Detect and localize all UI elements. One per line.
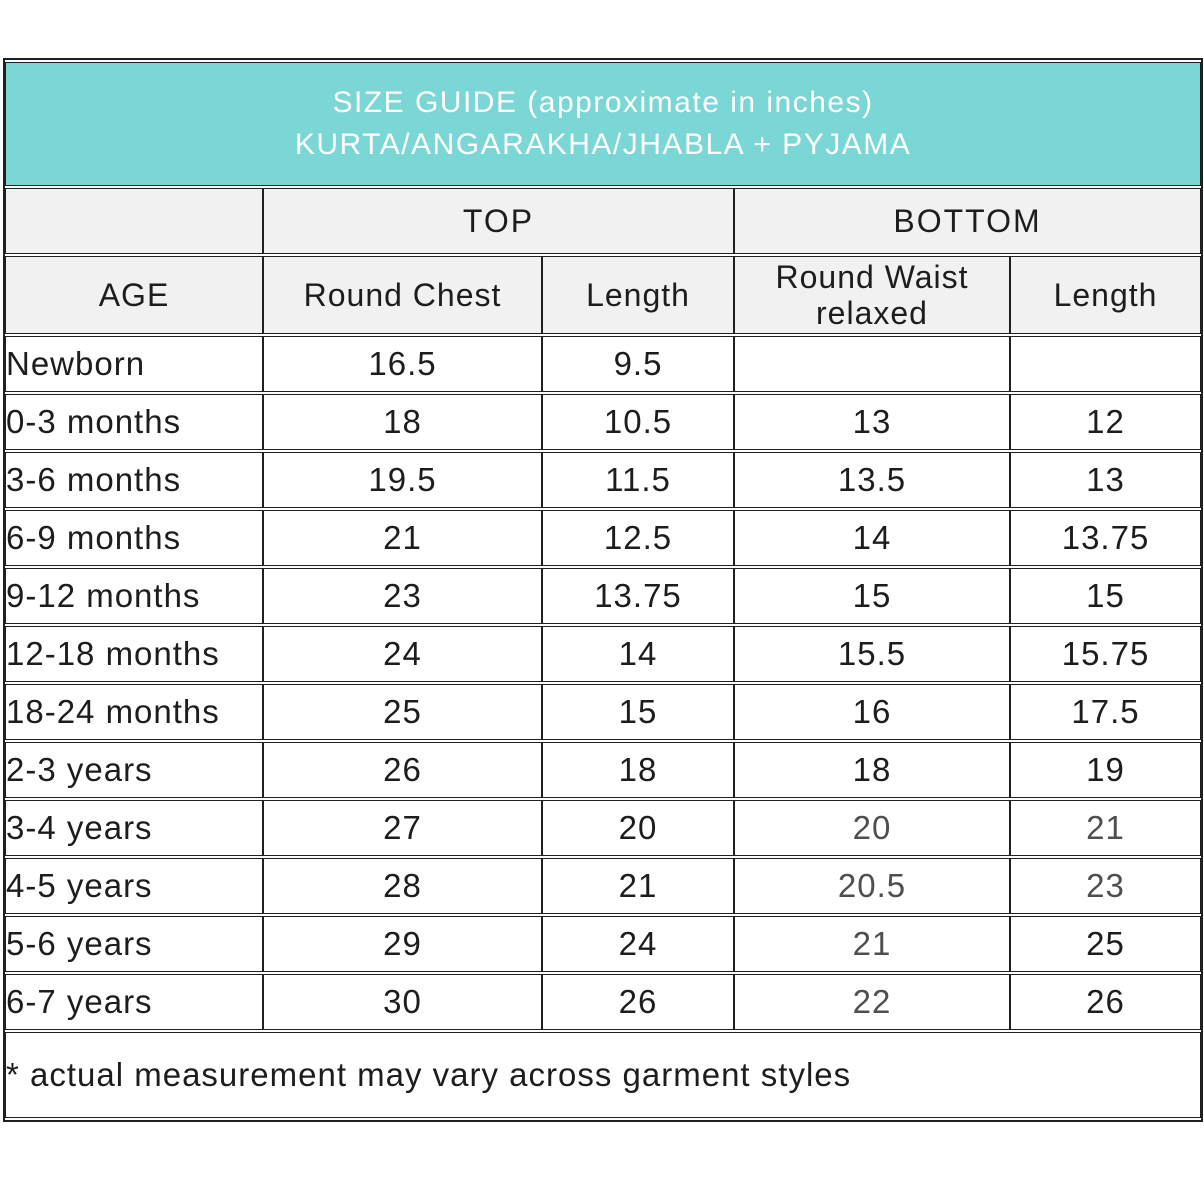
value-cell: 21 [263, 510, 542, 566]
value-cell: 29 [263, 916, 542, 972]
value-cell: 21 [542, 858, 734, 914]
value-cell: 17.5 [1010, 684, 1202, 740]
title-line-1: SIZE GUIDE (approximate in inches) [332, 86, 874, 119]
value-cell: 22 [734, 974, 1010, 1030]
column-header-round-chest: Round Chest [263, 256, 542, 334]
value-cell: 23 [263, 568, 542, 624]
value-cell: 12.5 [542, 510, 734, 566]
value-cell: 25 [1010, 916, 1202, 972]
column-header-length: Length [542, 256, 734, 334]
footnote: * actual measurement may vary across gar… [5, 1032, 1202, 1118]
age-cell: 12-18 months [5, 626, 263, 682]
value-cell: 15.75 [1010, 626, 1202, 682]
footnote-row: * actual measurement may vary across gar… [5, 1032, 1202, 1118]
value-cell: 20 [734, 800, 1010, 856]
table-row: 6-9 months 21 12.5 14 13.75 [5, 510, 1202, 566]
value-cell: 26 [1010, 974, 1202, 1030]
value-cell: 26 [542, 974, 734, 1030]
age-cell: 18-24 months [5, 684, 263, 740]
column-header-round-waist-relaxed: Round Waist relaxed [734, 256, 1010, 334]
table-title: SIZE GUIDE (approximate in inches) KURTA… [5, 62, 1202, 186]
value-cell: 14 [542, 626, 734, 682]
value-cell: 20.5 [734, 858, 1010, 914]
table-row: 0-3 months 18 10.5 13 12 [5, 394, 1202, 450]
age-cell: 2-3 years [5, 742, 263, 798]
table-row: 18-24 months 25 15 16 17.5 [5, 684, 1202, 740]
value-cell: 18 [263, 394, 542, 450]
table-row: 9-12 months 23 13.75 15 15 [5, 568, 1202, 624]
value-cell: 13 [734, 394, 1010, 450]
value-cell: 26 [263, 742, 542, 798]
value-cell: 18 [542, 742, 734, 798]
column-header-length: Length [1010, 256, 1202, 334]
table-row: 12-18 months 24 14 15.5 15.75 [5, 626, 1202, 682]
value-cell: 19.5 [263, 452, 542, 508]
value-cell: 28 [263, 858, 542, 914]
value-cell: 13.75 [542, 568, 734, 624]
value-cell: 14 [734, 510, 1010, 566]
value-cell: 10.5 [542, 394, 734, 450]
value-cell: 13.75 [1010, 510, 1202, 566]
value-cell: 30 [263, 974, 542, 1030]
column-header-row: AGE Round Chest Length Round Waist relaxed L… [5, 256, 1202, 334]
table-row: 3-4 years 27 20 20 21 [5, 800, 1202, 856]
size-guide-table: SIZE GUIDE (approximate in inches) KURTA… [3, 58, 1204, 1122]
value-cell: 24 [263, 626, 542, 682]
value-cell: 13.5 [734, 452, 1010, 508]
title-row: SIZE GUIDE (approximate in inches) KURTA… [5, 62, 1202, 186]
age-cell: 9-12 months [5, 568, 263, 624]
value-cell: 15 [734, 568, 1010, 624]
age-cell: 6-7 years [5, 974, 263, 1030]
value-cell: 12 [1010, 394, 1202, 450]
age-cell: 0-3 months [5, 394, 263, 450]
value-cell: 9.5 [542, 336, 734, 392]
value-cell: 21 [1010, 800, 1202, 856]
value-cell: 15 [542, 684, 734, 740]
column-header-age: AGE [5, 256, 263, 334]
group-header-row: TOP BOTTOM [5, 188, 1202, 254]
age-cell: 5-6 years [5, 916, 263, 972]
group-header-top: TOP [263, 188, 734, 254]
table-row: 4-5 years 28 21 20.5 23 [5, 858, 1202, 914]
table-row: 6-7 years 30 26 22 26 [5, 974, 1202, 1030]
age-cell: 4-5 years [5, 858, 263, 914]
value-cell: 16 [734, 684, 1010, 740]
value-cell: 13 [1010, 452, 1202, 508]
value-cell [734, 336, 1010, 392]
value-cell: 27 [263, 800, 542, 856]
value-cell: 15.5 [734, 626, 1010, 682]
age-cell: 3-4 years [5, 800, 263, 856]
value-cell: 23 [1010, 858, 1202, 914]
value-cell: 19 [1010, 742, 1202, 798]
group-header-empty [5, 188, 263, 254]
value-cell: 20 [542, 800, 734, 856]
age-cell: Newborn [5, 336, 263, 392]
table-row: Newborn 16.5 9.5 [5, 336, 1202, 392]
value-cell: 16.5 [263, 336, 542, 392]
age-cell: 3-6 months [5, 452, 263, 508]
value-cell: 25 [263, 684, 542, 740]
table-row: 2-3 years 26 18 18 19 [5, 742, 1202, 798]
group-header-bottom: BOTTOM [734, 188, 1202, 254]
age-cell: 6-9 months [5, 510, 263, 566]
value-cell: 21 [734, 916, 1010, 972]
title-line-2: KURTA/ANGARAKHA/JHABLA + PYJAMA [294, 128, 912, 161]
value-cell [1010, 336, 1202, 392]
value-cell: 11.5 [542, 452, 734, 508]
table-row: 5-6 years 29 24 21 25 [5, 916, 1202, 972]
value-cell: 18 [734, 742, 1010, 798]
value-cell: 24 [542, 916, 734, 972]
value-cell: 15 [1010, 568, 1202, 624]
table-row: 3-6 months 19.5 11.5 13.5 13 [5, 452, 1202, 508]
